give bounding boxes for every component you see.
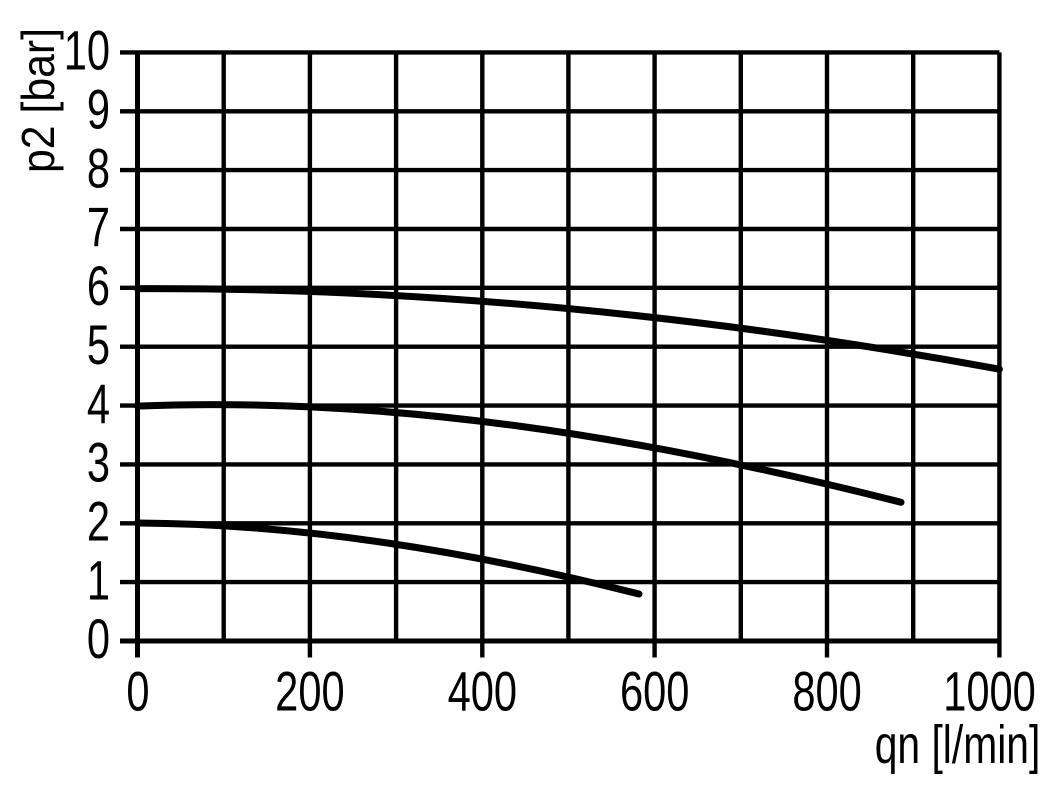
svg-text:0: 0	[87, 610, 110, 671]
svg-text:0: 0	[126, 662, 149, 723]
svg-text:5: 5	[87, 315, 110, 376]
svg-text:200: 200	[275, 662, 344, 723]
svg-text:8: 8	[87, 139, 110, 200]
svg-text:10: 10	[64, 21, 110, 82]
svg-text:6: 6	[87, 256, 110, 317]
svg-text:2: 2	[87, 492, 110, 553]
svg-text:3: 3	[87, 433, 110, 494]
svg-text:400: 400	[448, 662, 517, 723]
svg-text:1: 1	[87, 551, 110, 612]
svg-text:qn [l/min]: qn [l/min]	[875, 716, 1041, 776]
svg-text:1000: 1000	[943, 662, 1036, 723]
svg-text:800: 800	[792, 662, 861, 723]
svg-text:9: 9	[87, 80, 110, 141]
svg-text:4: 4	[87, 374, 110, 435]
svg-text:p2 [bar]: p2 [bar]	[14, 28, 65, 173]
svg-text:600: 600	[620, 662, 689, 723]
svg-text:7: 7	[87, 198, 110, 259]
